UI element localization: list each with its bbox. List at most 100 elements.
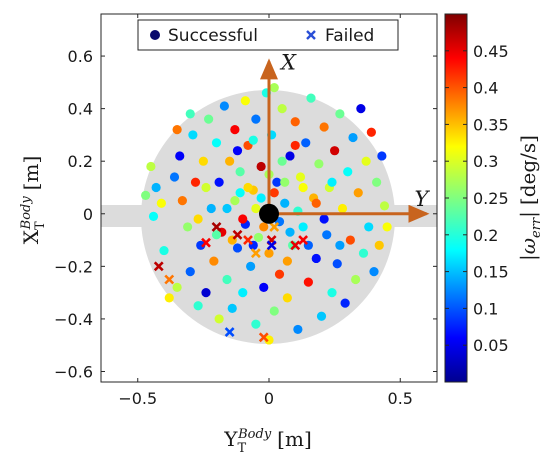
failed-point xyxy=(243,235,253,245)
successful-point xyxy=(366,127,376,137)
successful-point xyxy=(353,188,363,198)
successful-point xyxy=(219,101,229,111)
successful-point xyxy=(290,140,300,151)
successful-point xyxy=(204,114,214,124)
successful-point xyxy=(382,222,392,232)
legend-box xyxy=(137,19,399,51)
successful-point xyxy=(235,167,245,177)
y-axis-label-sup: Body xyxy=(19,196,34,231)
successful-point xyxy=(372,177,382,187)
x-tick-label: 0.5 xyxy=(388,389,413,408)
successful-point xyxy=(201,182,211,193)
successful-point xyxy=(280,198,290,208)
successful-point xyxy=(288,240,298,250)
y-tick-labels: −0.6 −0.4 −0.2 0 0.2 0.4 0.6 xyxy=(54,47,437,381)
x-axis-label-sup: Body xyxy=(237,427,272,442)
colorbar-tick-label: 0.4 xyxy=(473,79,498,98)
x-axis-label-symbol: Y xyxy=(223,427,238,451)
successful-point xyxy=(303,277,313,287)
colorbar: 0.050.10.150.20.250.30.350.40.45 |ωerr|[… xyxy=(444,13,544,383)
colorbar-label-sub: err xyxy=(529,217,544,238)
successful-point xyxy=(151,182,161,193)
body-axis-label-x: X xyxy=(279,50,297,74)
successful-point xyxy=(259,222,269,232)
successful-point xyxy=(196,240,206,250)
data-points xyxy=(141,83,392,345)
y-axis-label-unit: [m] xyxy=(19,156,43,191)
successful-point xyxy=(327,288,337,298)
successful-point xyxy=(177,196,187,206)
successful-point xyxy=(290,117,300,127)
successful-point xyxy=(214,177,224,187)
successful-point xyxy=(272,177,282,187)
successful-point xyxy=(298,182,308,193)
successful-point xyxy=(274,269,285,279)
successful-point xyxy=(316,311,327,321)
successful-point xyxy=(319,122,329,132)
successful-point xyxy=(146,161,156,172)
successful-point xyxy=(269,188,279,198)
x-tick-label: −0.5 xyxy=(118,389,157,408)
successful-point xyxy=(256,193,266,203)
successful-point xyxy=(277,156,287,166)
successful-point xyxy=(379,201,390,211)
successful-point xyxy=(327,177,337,187)
colorbar-label-bar-close: | xyxy=(516,211,541,218)
successful-point xyxy=(269,83,279,93)
x-axis-label-unit: [m] xyxy=(277,427,312,451)
successful-point xyxy=(251,319,261,329)
failed-point xyxy=(290,240,301,251)
successful-point xyxy=(185,267,195,277)
colorbar-tick-label: 0.2 xyxy=(473,226,498,245)
successful-point xyxy=(193,214,203,224)
successful-point xyxy=(335,240,345,250)
legend-successful-marker xyxy=(150,30,160,40)
y-tick-label: 0.6 xyxy=(68,47,93,66)
body-axes: XY xyxy=(259,50,431,224)
failed-point xyxy=(211,221,222,232)
successful-point xyxy=(358,248,369,258)
successful-point xyxy=(172,125,182,135)
successful-point xyxy=(198,156,208,166)
successful-point xyxy=(238,214,248,224)
successful-point xyxy=(306,93,316,103)
successful-point xyxy=(201,288,211,298)
successful-point xyxy=(193,301,203,311)
body-axis-label-y: Y xyxy=(415,187,431,211)
failed-point xyxy=(224,327,235,337)
successful-point xyxy=(209,256,219,266)
colorbar-tick-label: 0.05 xyxy=(473,336,509,355)
successful-point xyxy=(264,248,274,258)
successful-point xyxy=(232,243,243,253)
successful-point xyxy=(377,151,387,161)
successful-point xyxy=(243,182,253,193)
colorbar-tick-label: 0.35 xyxy=(473,115,509,134)
successful-point xyxy=(311,198,321,208)
successful-point xyxy=(361,156,371,166)
failed-point xyxy=(250,248,261,259)
successful-point xyxy=(285,227,295,237)
successful-point xyxy=(159,245,169,256)
failed-point xyxy=(232,229,243,240)
successful-point xyxy=(248,135,258,145)
y-axis-label-sub: T xyxy=(33,221,48,230)
successful-point xyxy=(337,203,348,214)
successful-point xyxy=(322,230,332,240)
successful-point xyxy=(369,267,379,277)
successful-point xyxy=(264,335,274,345)
successful-point xyxy=(351,274,361,285)
successful-point xyxy=(301,138,311,148)
successful-point xyxy=(293,324,303,335)
y-tick-label: 0 xyxy=(83,205,93,224)
successful-point xyxy=(230,196,240,206)
legend: Successful Failed xyxy=(137,19,399,51)
failed-point xyxy=(164,274,175,285)
successful-point xyxy=(269,306,279,316)
successful-point xyxy=(311,253,321,264)
successful-point xyxy=(251,114,261,124)
y-tick-label: −0.2 xyxy=(54,257,93,276)
colorbar-ticks: 0.05 0.1 0.15 0.2 0.25 0.3 0.35 0.4 0.45 xyxy=(445,42,509,355)
successful-point xyxy=(374,240,384,250)
colorbar-tick-label: 0.15 xyxy=(473,263,509,282)
failed-point xyxy=(298,235,309,245)
